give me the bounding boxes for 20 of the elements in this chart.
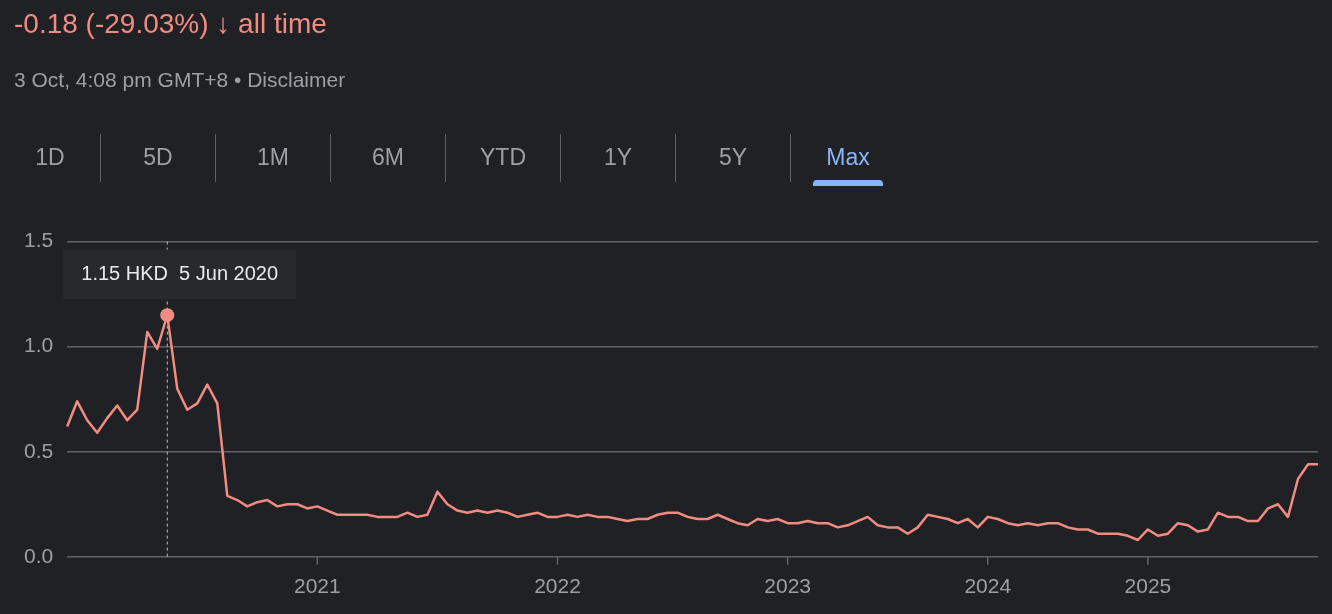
text: YTD <box>445 134 560 182</box>
text: 6M <box>330 134 445 182</box>
chart-subtitle: 3 Oct, 4:08 pm GMT+8 • Disclaimer <box>14 68 346 92</box>
chart-title: -0.18 (-29.03%) ↓ all time <box>14 8 327 40</box>
text: 1D <box>34 143 66 172</box>
x-tick-label: 2023 <box>764 574 812 598</box>
text: 5D <box>100 134 215 182</box>
x-tick-label: 2022 <box>534 574 581 598</box>
annotation: 1.15 HKD 5 Jun 2020 <box>81 262 279 285</box>
x-tick-label: 2024 <box>964 574 1012 598</box>
text: 1Y <box>560 134 675 182</box>
y-tick-label: 0.0 <box>23 543 54 567</box>
y-tick-label: 0.5 <box>23 438 54 462</box>
text: Max <box>790 134 905 182</box>
y-tick-label: 1.5 <box>23 228 54 252</box>
y-tick-label: 1.0 <box>23 333 54 357</box>
x-tick-label: 2025 <box>1124 574 1172 598</box>
text: 5Y <box>675 134 790 182</box>
x-tick-label: 2021 <box>293 574 341 598</box>
text: 1M <box>215 134 330 182</box>
